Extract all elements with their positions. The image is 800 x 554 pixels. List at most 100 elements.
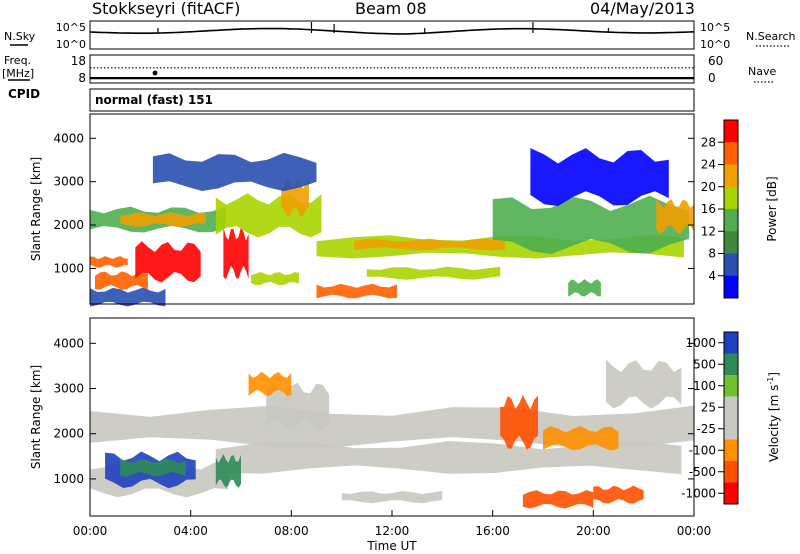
noise-search-label: N.Search: [746, 30, 796, 43]
velocity-heatmap: [90, 359, 694, 509]
y-tick-label: 1000: [53, 472, 84, 486]
freq-panel: Freq. [MHz] 18 8 60 0 Nave: [2, 54, 776, 85]
colorbar-block: [724, 120, 738, 143]
noise-spikes: [157, 22, 610, 33]
cpid-frame: [89, 88, 695, 112]
y-tick-label: 3000: [53, 175, 84, 189]
freq-label-line1: Freq.: [4, 54, 31, 67]
colorbar-tick-label: -500: [689, 465, 716, 479]
noise-panel: N.Sky 10^5 10^0 10^5 10^0 N.Search: [4, 20, 796, 51]
velocity-colorbar-label-main: Velocity [m s: [767, 385, 781, 462]
colorbar-block: [724, 253, 738, 277]
colorbar-block: [724, 164, 738, 188]
cpid-label: CPID: [8, 87, 40, 101]
colorbar-block: [724, 375, 738, 397]
colorbar-tick-label: 16: [701, 202, 716, 216]
power-region: [316, 283, 397, 299]
freq-label-line2: [MHz]: [2, 67, 34, 80]
colorbar-block: [724, 231, 738, 254]
velocity-region: [215, 440, 682, 475]
velocity-ylabel: Slant Range [km]: [29, 365, 43, 469]
freq-panel-frame: [89, 54, 695, 84]
velocity-panel: 1000 2000 3000 4000 Slant Range [km] 1000 50…: [29, 317, 781, 553]
y-tick-label: 2000: [53, 427, 84, 441]
colorbar-block: [724, 142, 738, 165]
noise-panel-frame: [89, 20, 695, 50]
power-region: [492, 195, 689, 255]
colorbar-tick-label: -1000: [681, 486, 716, 500]
velocity-region: [266, 382, 330, 432]
velocity-region: [522, 490, 594, 509]
colorbar-block: [724, 275, 738, 299]
power-colorbar: 4 8 12 16 20 24 28: [701, 119, 739, 299]
velocity-region: [500, 394, 538, 450]
noise-left-tick-bottom: 10^0: [56, 38, 86, 51]
velocity-region: [215, 454, 241, 488]
power-panel-frame: [89, 113, 695, 305]
noise-left-tick-top: 10^5: [56, 21, 86, 34]
freq-left-tick-top: 18: [71, 54, 86, 68]
y-tick-label: 1000: [53, 261, 84, 275]
date-title: 04/May/2013: [590, 0, 695, 18]
power-region: [354, 238, 506, 251]
velocity-region: [341, 490, 443, 504]
colorbar-tick-label: 28: [701, 135, 716, 149]
velocity-colorbar-label-sup: -1: [766, 377, 775, 385]
nave-label: Nave: [748, 65, 776, 78]
freq-left-tick-bottom: 8: [78, 71, 86, 85]
power-region: [251, 271, 299, 286]
velocity-region: [248, 371, 292, 396]
y-tick-label: 4000: [53, 336, 84, 350]
x-tick-label: 04:00: [173, 524, 208, 538]
power-region: [152, 152, 317, 192]
colorbar-tick-label: -25: [696, 422, 716, 436]
colorbar-block: [724, 439, 738, 462]
noise-right-tick-bottom: 10^0: [700, 38, 730, 51]
noise-sky-label: N.Sky: [4, 30, 36, 43]
beam-title: Beam 08: [355, 0, 427, 18]
power-region: [135, 241, 201, 283]
colorbar-frame: [723, 331, 739, 505]
colorbar-block: [724, 353, 738, 376]
time-x-axis: 00:00 04:00 08:00 12:00 16:00 20:00 00:00: [73, 510, 712, 538]
colorbar-tick-label: 12: [701, 224, 716, 238]
x-tick-label: 12:00: [375, 524, 410, 538]
colorbar-block: [724, 209, 738, 232]
nave-right-tick-top: 60: [708, 54, 723, 68]
x-tick-label: 08:00: [274, 524, 309, 538]
y-tick-label: 2000: [53, 218, 84, 232]
power-panel: 1000 2000 3000 4000 Slant Range [km] 4 8 12 16…: [29, 113, 779, 307]
colorbar-block: [724, 332, 738, 354]
colorbar-tick-label: 20: [701, 180, 716, 194]
time-xlabel: Time UT: [366, 539, 417, 553]
colorbar-tick-label: 8: [708, 247, 716, 261]
power-region: [223, 227, 249, 280]
x-tick-label: 00:00: [73, 524, 108, 538]
power-y-axis: 1000 2000 3000 4000: [53, 131, 694, 275]
colorbar-tick-label: 1000: [685, 336, 716, 350]
colorbar-block: [724, 461, 738, 483]
colorbar-block: [724, 418, 738, 440]
nave-right-tick-bottom: 0: [708, 71, 716, 85]
velocity-region: [543, 426, 619, 451]
colorbar-tick-label: 24: [701, 158, 716, 172]
noise-sky-line: [89, 27, 695, 35]
power-heatmap: [90, 148, 694, 307]
x-tick-label: 20:00: [576, 524, 611, 538]
power-region: [90, 256, 128, 268]
x-tick-label: 16:00: [475, 524, 510, 538]
power-ylabel: Slant Range [km]: [29, 157, 43, 261]
y-tick-label: 3000: [53, 382, 84, 396]
power-region: [656, 198, 694, 235]
x-tick-label: 00:00: [677, 524, 712, 538]
velocity-region: [593, 485, 644, 504]
colorbar-tick-label: 4: [708, 269, 716, 283]
colorbar-tick-label: 25: [701, 400, 716, 414]
power-region: [90, 287, 166, 307]
colorbar-tick-label: 500: [693, 357, 716, 371]
power-region: [120, 212, 206, 227]
colorbar-tick-label: 100: [693, 379, 716, 393]
cpid-value: normal (fast) 151: [95, 93, 213, 107]
velocity-region: [120, 458, 186, 477]
